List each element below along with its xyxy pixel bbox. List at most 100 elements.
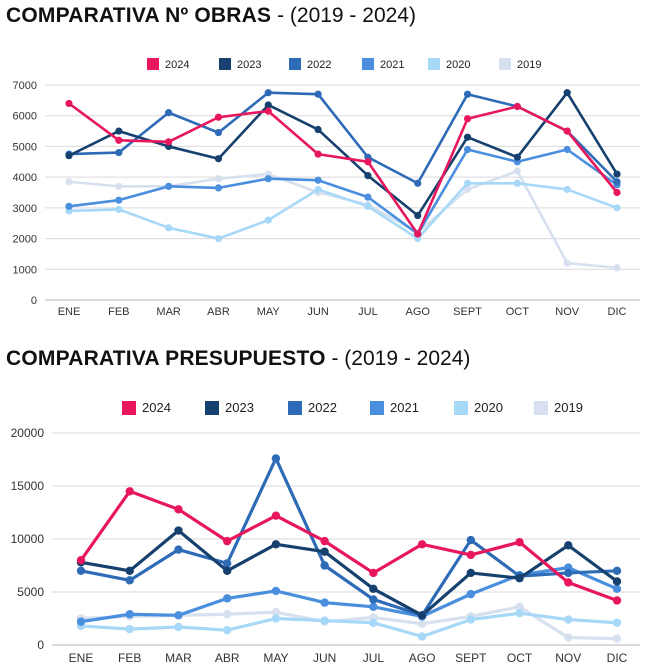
data-point-2023[interactable]: [513, 153, 521, 161]
data-point-2022[interactable]: [314, 90, 322, 98]
data-point-2022[interactable]: [564, 568, 573, 578]
data-point-2023[interactable]: [314, 125, 322, 134]
data-point-2023[interactable]: [214, 155, 223, 163]
data-point-2021[interactable]: [125, 610, 134, 619]
data-point-2023[interactable]: [466, 568, 476, 578]
data-point-2020[interactable]: [513, 179, 521, 187]
data-point-2022[interactable]: [613, 178, 621, 186]
data-point-2019[interactable]: [214, 175, 223, 183]
data-point-2021[interactable]: [165, 182, 173, 190]
data-point-2024[interactable]: [466, 550, 476, 560]
data-point-2023[interactable]: [515, 574, 524, 583]
data-point-2024[interactable]: [320, 536, 329, 546]
data-point-2021[interactable]: [115, 196, 123, 204]
data-point-2022[interactable]: [271, 454, 281, 463]
legend-label[interactable]: 2020: [474, 400, 503, 415]
data-point-2022[interactable]: [214, 129, 223, 137]
data-point-2023[interactable]: [125, 566, 134, 575]
data-point-2022[interactable]: [264, 89, 272, 97]
data-point-2023[interactable]: [65, 152, 73, 160]
data-point-2022[interactable]: [320, 561, 329, 570]
data-point-2023[interactable]: [369, 584, 378, 594]
data-point-2024[interactable]: [563, 127, 571, 135]
legend-label[interactable]: 2023: [237, 59, 261, 71]
data-point-2019[interactable]: [515, 602, 524, 612]
data-point-2021[interactable]: [65, 202, 73, 210]
data-point-2023[interactable]: [364, 172, 372, 180]
data-point-2022[interactable]: [165, 109, 173, 117]
data-point-2019[interactable]: [115, 182, 123, 190]
data-point-2021[interactable]: [463, 145, 472, 154]
legend-label[interactable]: 2021: [390, 400, 419, 415]
data-point-2019[interactable]: [271, 607, 281, 617]
data-point-2023[interactable]: [174, 526, 183, 535]
data-point-2022[interactable]: [414, 179, 422, 187]
data-point-2019[interactable]: [222, 610, 232, 619]
data-point-2019[interactable]: [613, 264, 621, 272]
data-point-2023[interactable]: [612, 577, 622, 586]
data-point-2024[interactable]: [613, 188, 621, 197]
data-point-2020[interactable]: [612, 618, 622, 627]
data-point-2022[interactable]: [463, 90, 472, 98]
data-point-2023[interactable]: [564, 541, 573, 550]
data-point-2019[interactable]: [563, 259, 571, 267]
data-point-2020[interactable]: [125, 624, 134, 634]
data-point-2021[interactable]: [214, 184, 223, 192]
legend-label[interactable]: 2020: [446, 59, 470, 71]
data-point-2020[interactable]: [115, 205, 123, 213]
data-point-2020[interactable]: [264, 216, 272, 224]
data-point-2019[interactable]: [612, 634, 622, 643]
data-point-2024[interactable]: [76, 556, 86, 565]
data-point-2023[interactable]: [414, 211, 422, 220]
data-point-2024[interactable]: [125, 487, 134, 496]
data-point-2020[interactable]: [463, 179, 472, 187]
data-point-2024[interactable]: [165, 138, 173, 146]
data-point-2024[interactable]: [612, 596, 622, 605]
data-point-2024[interactable]: [515, 537, 524, 547]
data-point-2021[interactable]: [563, 145, 571, 154]
data-point-2021[interactable]: [364, 193, 372, 201]
data-point-2024[interactable]: [314, 150, 322, 158]
data-point-2020[interactable]: [369, 618, 378, 627]
data-point-2020[interactable]: [466, 615, 476, 624]
legend-label[interactable]: 2024: [142, 400, 171, 415]
data-point-2024[interactable]: [414, 230, 422, 238]
data-point-2024[interactable]: [264, 107, 272, 115]
data-point-2020[interactable]: [515, 609, 524, 618]
data-point-2022[interactable]: [76, 566, 86, 575]
data-point-2020[interactable]: [320, 616, 329, 625]
data-point-2020[interactable]: [174, 622, 183, 632]
data-point-2020[interactable]: [613, 204, 621, 212]
data-point-2019[interactable]: [564, 633, 573, 642]
data-point-2021[interactable]: [369, 602, 378, 612]
data-point-2023[interactable]: [563, 89, 571, 97]
data-point-2022[interactable]: [222, 559, 232, 568]
data-point-2024[interactable]: [513, 102, 521, 111]
data-point-2024[interactable]: [65, 99, 73, 108]
legend-label[interactable]: 2019: [554, 400, 583, 415]
data-point-2020[interactable]: [214, 234, 223, 243]
data-point-2023[interactable]: [222, 566, 232, 575]
legend-label[interactable]: 2024: [165, 59, 189, 71]
data-point-2021[interactable]: [271, 586, 281, 596]
legend-label[interactable]: 2023: [225, 400, 254, 415]
data-point-2019[interactable]: [417, 619, 427, 628]
data-point-2022[interactable]: [466, 535, 476, 545]
data-point-2022[interactable]: [125, 576, 134, 585]
data-point-2024[interactable]: [214, 113, 223, 121]
data-point-2020[interactable]: [563, 185, 571, 194]
data-point-2024[interactable]: [115, 136, 123, 144]
data-point-2019[interactable]: [513, 167, 521, 175]
legend-label[interactable]: 2021: [380, 59, 404, 71]
data-point-2023[interactable]: [271, 540, 281, 549]
data-point-2020[interactable]: [314, 185, 322, 194]
data-point-2021[interactable]: [174, 611, 183, 620]
data-point-2022[interactable]: [369, 595, 378, 604]
data-point-2019[interactable]: [65, 178, 73, 186]
data-point-2020[interactable]: [417, 632, 427, 641]
legend-label[interactable]: 2019: [517, 59, 541, 71]
data-point-2022[interactable]: [115, 148, 123, 157]
data-point-2023[interactable]: [115, 127, 123, 135]
data-point-2024[interactable]: [222, 536, 232, 546]
data-point-2024[interactable]: [564, 578, 573, 587]
